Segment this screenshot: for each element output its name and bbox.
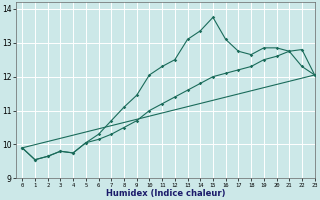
X-axis label: Humidex (Indice chaleur): Humidex (Indice chaleur) bbox=[106, 189, 225, 198]
